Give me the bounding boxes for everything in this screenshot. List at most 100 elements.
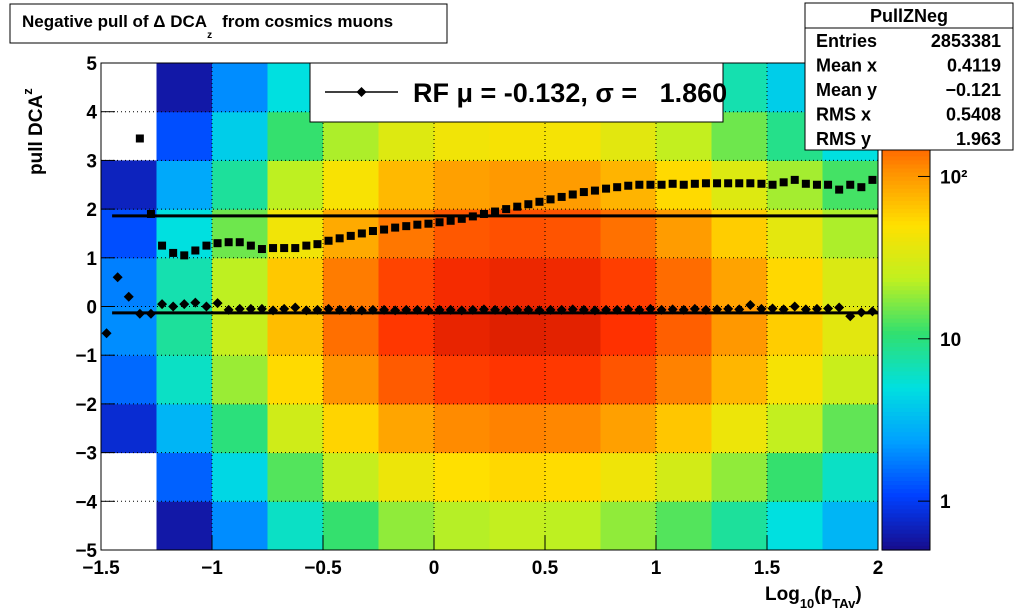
color-bar-step — [882, 493, 930, 498]
heat-cell — [711, 501, 768, 551]
heat-cell — [600, 257, 657, 307]
diamond-marker — [312, 304, 323, 315]
diamond-marker — [556, 304, 567, 315]
square-marker — [413, 220, 422, 229]
diamond-marker — [845, 311, 856, 322]
diamond-marker — [789, 301, 800, 312]
heat-cell — [434, 355, 490, 405]
heat-cell — [822, 501, 879, 551]
x-tick-label: 2 — [873, 558, 884, 579]
color-bar-step — [882, 440, 930, 446]
diamond-marker — [434, 304, 445, 315]
diamond-marker — [567, 304, 578, 315]
color-bar-step — [882, 481, 930, 486]
color-bar-step — [882, 537, 930, 543]
diamond-marker — [290, 302, 301, 313]
square-marker — [668, 179, 677, 188]
square-marker — [602, 184, 611, 193]
diamond-marker — [645, 303, 656, 314]
stats-value: 1.963 — [956, 129, 1001, 149]
heat-cell — [600, 306, 657, 356]
heat-cell — [212, 306, 268, 356]
square-marker — [346, 231, 355, 240]
color-bar-step — [882, 205, 930, 210]
square-marker — [324, 236, 333, 245]
color-bar-step — [882, 355, 930, 360]
color-bar-step — [882, 448, 930, 454]
heat-cell — [267, 355, 324, 405]
y-tick-label: 4 — [86, 103, 97, 124]
heat-cell — [656, 452, 712, 502]
color-bar-step — [882, 412, 930, 417]
stats-value: −0.121 — [945, 80, 1001, 100]
diamond-marker — [667, 304, 678, 315]
color-bar-step — [882, 460, 930, 466]
diamond-marker — [778, 304, 789, 315]
heat-cell — [489, 452, 546, 502]
heat-cell — [323, 257, 379, 307]
square-marker — [435, 218, 444, 227]
heat-cell — [378, 403, 435, 454]
color-bar-step — [882, 533, 930, 539]
diamond-marker — [423, 305, 434, 316]
x-tick-label: 0.5 — [532, 558, 559, 579]
square-marker — [357, 229, 366, 238]
diamond-marker — [223, 304, 234, 315]
z-tick-label: 1 — [940, 492, 951, 513]
heat-cell — [711, 306, 768, 356]
square-marker — [801, 179, 810, 188]
square-marker — [824, 180, 833, 189]
color-bar-step — [882, 196, 930, 202]
heat-cell — [711, 355, 768, 405]
square-marker — [191, 246, 200, 255]
diamond-marker — [523, 304, 534, 315]
diamond-marker — [356, 305, 367, 316]
heat-cell — [545, 403, 601, 454]
color-bar-step — [882, 363, 930, 368]
y-tick-label: −1 — [75, 346, 97, 367]
heat-cell — [767, 257, 823, 307]
diamond-marker — [800, 304, 811, 315]
stats-title: PullZNeg — [870, 6, 948, 26]
square-marker — [835, 185, 844, 194]
heat-cell — [434, 501, 490, 551]
color-bar-step — [882, 302, 930, 308]
color-bar-step — [882, 237, 930, 243]
color-bar-step — [882, 249, 930, 255]
square-marker — [146, 209, 155, 218]
diamond-marker — [501, 305, 512, 316]
color-bar-step — [882, 472, 930, 478]
diamond-marker — [201, 301, 212, 312]
color-bar-step — [882, 379, 930, 385]
heat-cell — [656, 501, 712, 551]
x-tick-label: −1.5 — [82, 558, 120, 579]
color-bar-step — [882, 326, 930, 332]
z-tick-label: 10² — [940, 167, 967, 188]
heat-cell — [323, 160, 379, 210]
color-bar-step — [882, 334, 930, 340]
color-bar-step — [882, 200, 930, 206]
square-marker — [768, 180, 777, 189]
color-bar-step — [882, 521, 930, 527]
color-bar-step — [882, 347, 930, 352]
stats-key: RMS x — [816, 105, 871, 125]
color-bar-step — [882, 383, 930, 389]
heat-cell — [822, 257, 879, 307]
square-marker — [701, 179, 710, 188]
square-marker — [757, 179, 766, 188]
color-bar-step — [882, 416, 930, 421]
heat-cell — [434, 403, 490, 454]
diamond-marker — [490, 304, 501, 315]
diamond-marker — [601, 304, 612, 315]
color-bar-step — [882, 424, 930, 429]
z-tick-label: 10 — [940, 330, 961, 351]
heat-cell — [101, 403, 157, 454]
heat-cell — [101, 160, 157, 210]
square-marker — [690, 179, 699, 188]
color-bar-step — [882, 176, 930, 182]
color-bar-step — [882, 245, 930, 251]
heat-cell — [378, 160, 435, 210]
heat-cell — [212, 452, 268, 502]
heat-cell — [545, 452, 601, 502]
